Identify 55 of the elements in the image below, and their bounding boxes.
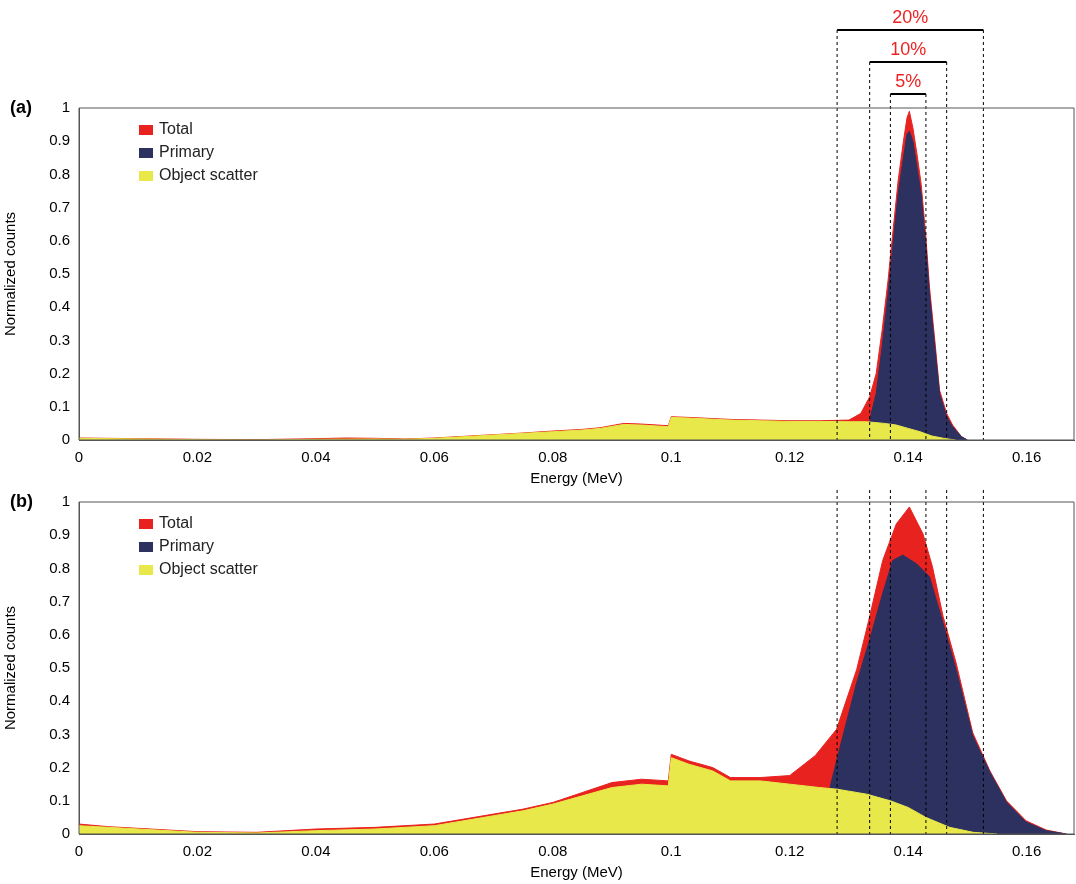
- y-tick-label: 0.4: [49, 691, 70, 709]
- x-tick-label: 0.02: [182, 842, 213, 860]
- legend-label: Object scatter: [159, 560, 259, 578]
- x-tick-label: 0.08: [538, 842, 568, 860]
- x-tick-label: 0.06: [419, 842, 449, 860]
- text: 10%: [890, 38, 927, 59]
- y-tick-label: 0: [61, 824, 70, 842]
- legend-label: Primary: [159, 537, 215, 555]
- y-tick-label: 1: [61, 492, 70, 510]
- text: 20%: [892, 6, 929, 27]
- y-tick-label: 0.5: [49, 264, 70, 282]
- y-axis-title: Normalized counts: [1, 605, 19, 731]
- y-tick-label: 0.4: [49, 297, 70, 315]
- legend-label: Primary: [159, 143, 215, 161]
- y-tick-label: 0.7: [49, 591, 70, 609]
- x-tick-label: 0.1: [660, 448, 682, 466]
- chart-title: (b): [10, 490, 33, 511]
- y-tick-label: 0.9: [49, 131, 70, 149]
- y-tick-label: 0.6: [49, 624, 70, 642]
- y-tick-label: 0.7: [49, 197, 70, 215]
- x-tick-label: 0.12: [775, 448, 805, 466]
- y-tick-label: 0.1: [49, 396, 70, 414]
- y-tick-label: 0.5: [49, 658, 70, 676]
- x-tick-label: 0.04: [301, 842, 331, 860]
- y-tick-label: 1: [61, 98, 70, 116]
- y-axis-title: Normalized counts: [1, 211, 19, 337]
- y-tick-label: 0.2: [49, 363, 70, 381]
- legend-label: Total: [159, 120, 193, 138]
- x-tick-label: 0.14: [893, 842, 923, 860]
- chart-title: (a): [10, 96, 32, 117]
- y-tick-label: 0.2: [49, 757, 70, 775]
- x-tick-label: 0.06: [419, 448, 449, 466]
- legend-label: Object scatter: [159, 166, 259, 184]
- x-tick-label: 0: [74, 448, 84, 466]
- x-tick-label: 0.08: [538, 448, 568, 466]
- x-tick-label: 0.14: [893, 448, 923, 466]
- x-tick-label: 0: [74, 842, 84, 860]
- x-tick-label: 0.02: [182, 448, 213, 466]
- legend-label: Total: [159, 514, 193, 532]
- x-tick-label: 0.12: [775, 842, 805, 860]
- y-tick-label: 0: [61, 430, 70, 448]
- y-tick-label: 0.8: [49, 164, 70, 182]
- x-axis-title: Energy (MeV): [530, 469, 623, 487]
- y-tick-label: 0.3: [49, 724, 70, 742]
- y-tick-label: 0.9: [49, 525, 70, 543]
- y-tick-label: 0.6: [49, 230, 70, 248]
- x-tick-label: 0.1: [660, 842, 682, 860]
- y-tick-label: 0.1: [49, 790, 70, 808]
- y-tick-label: 0.3: [49, 330, 70, 348]
- x-tick-label: 0.04: [301, 448, 331, 466]
- x-tick-label: 0.16: [1012, 842, 1042, 860]
- x-tick-label: 0.16: [1012, 448, 1042, 466]
- y-tick-label: 0.8: [49, 558, 70, 576]
- text: 5%: [895, 70, 922, 91]
- x-axis-title: Energy (MeV): [530, 863, 623, 881]
